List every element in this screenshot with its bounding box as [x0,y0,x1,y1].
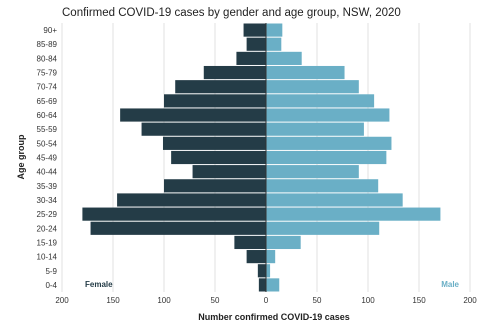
x-tick-label: 100 [361,296,375,305]
y-tick-label: 25-29 [37,210,58,219]
y-tick-label: 5-9 [45,267,57,276]
bar-female-15-19 [234,235,266,250]
bar-female-0-4 [258,278,266,292]
y-tick-label: 10-14 [37,253,58,262]
y-tick-labels: 90+ 85-89 80-84 75-79 70-74 65-69 60-64 55-59 50… [37,26,58,290]
bar-male-90+ [266,23,283,37]
bar-female-25-29 [82,207,267,221]
bar-male-20-24 [266,221,380,235]
bar-male-5-9 [266,264,271,278]
bar-female-60-64 [120,108,266,122]
y-tick-label: 50-54 [37,139,58,148]
chart-title: Confirmed COVID-19 cases by gender and a… [62,7,401,19]
y-tick-label: 55-59 [37,125,58,134]
legend-male-label: Male [441,280,459,289]
bar-female-65-69 [164,94,266,108]
bar-female-80-84 [236,51,266,65]
bar-female-50-54 [162,136,266,150]
bar-male-75-79 [266,65,345,80]
bar-male-70-74 [266,80,359,94]
bar-male-35-39 [266,179,379,193]
bar-male-85-89 [266,37,282,51]
bar-female-90+ [243,23,266,37]
x-tick-labels: 200 150 100 50 0 50 100 150 200 [55,296,477,305]
y-tick-label: 0-4 [45,281,57,290]
y-tick-label: 80-84 [37,54,58,63]
bar-female-85-89 [246,37,266,51]
y-tick-label: 85-89 [37,40,58,49]
bar-female-45-49 [171,150,266,165]
bar-male-15-19 [266,235,301,250]
bar-male-65-69 [266,94,375,108]
bar-male-10-14 [266,250,276,264]
x-tick-label: 50 [313,296,322,305]
y-axis-label: Age group [16,134,26,179]
bar-female-30-34 [117,193,266,207]
bar-male-40-44 [266,165,359,179]
bar-female-40-44 [192,165,266,179]
x-tick-label: 100 [157,296,171,305]
bar-male-25-29 [266,207,441,221]
bar-male-80-84 [266,51,302,65]
bar-female-75-79 [203,65,266,80]
y-tick-label: 15-19 [37,238,58,247]
bar-male-45-49 [266,150,387,165]
x-tick-label: 200 [463,296,477,305]
y-tick-label: 30-34 [37,196,58,205]
y-tick-label: 20-24 [37,224,58,233]
x-tick-label: 50 [211,296,220,305]
x-tick-label: 150 [412,296,426,305]
bar-male-60-64 [266,108,390,122]
y-tick-label: 65-69 [37,97,58,106]
y-tick-label: 35-39 [37,182,58,191]
y-tick-label: 75-79 [37,69,58,78]
bars [82,23,441,292]
y-tick-label: 40-44 [37,168,58,177]
y-tick-label: 60-64 [37,111,58,120]
bar-female-35-39 [164,179,266,193]
x-tick-label: 200 [55,296,69,305]
bar-female-70-74 [175,80,266,94]
x-tick-label: 0 [264,296,269,305]
y-tick-label: 45-49 [37,154,58,163]
bar-female-20-24 [90,221,266,235]
bar-male-30-34 [266,193,403,207]
bar-male-50-54 [266,136,392,150]
y-tick-label: 70-74 [37,83,58,92]
y-tick-label: 90+ [43,26,57,35]
bar-female-55-59 [141,122,266,136]
x-tick-label: 150 [106,296,120,305]
bar-male-0-4 [266,278,280,292]
legend-female-label: Female [85,280,113,289]
bar-male-55-59 [266,122,364,136]
bar-female-5-9 [257,264,266,278]
bar-female-10-14 [246,250,266,264]
x-axis-label: Number confirmed COVID-19 cases [198,312,350,322]
